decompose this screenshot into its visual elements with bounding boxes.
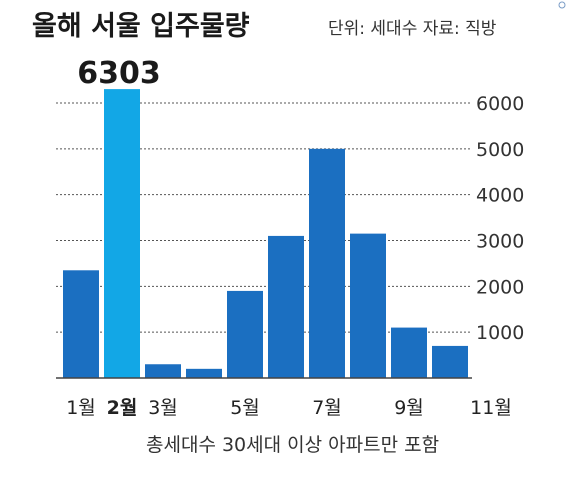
y-tick-label: 3000 (476, 231, 524, 253)
bar (227, 290, 263, 378)
x-tick-label: 5월 (230, 397, 260, 419)
y-tick-label: 4000 (476, 185, 524, 207)
bar (145, 364, 181, 378)
y-tick-label: 2000 (476, 276, 524, 298)
chart-title: 올해 서울 입주물량 (32, 11, 250, 42)
bar (350, 233, 386, 378)
x-tick-label: 3월 (148, 397, 178, 419)
chart-subtitle: 단위: 세대수 자료: 직방 (328, 19, 497, 39)
bar (432, 345, 468, 378)
bar (268, 235, 304, 378)
y-tick-label: 6000 (476, 93, 524, 115)
y-tick-label: 5000 (476, 139, 524, 161)
expand-icon (558, 1, 566, 9)
x-tick-label: 11월 (470, 397, 512, 419)
x-tick-label: 9월 (394, 397, 424, 419)
bar (186, 368, 222, 378)
bar (104, 89, 140, 379)
data-label: 6303 (77, 56, 161, 91)
x-tick-label: 1월 (66, 397, 96, 419)
bar (391, 327, 427, 378)
chart-footnote: 총세대수 30세대 이상 아파트만 포함 (146, 434, 440, 456)
x-tick-label: 2월 (107, 397, 138, 419)
y-tick-label: 1000 (476, 322, 524, 344)
bar (309, 148, 345, 378)
x-tick-label: 7월 (312, 397, 342, 419)
bar (63, 270, 99, 378)
